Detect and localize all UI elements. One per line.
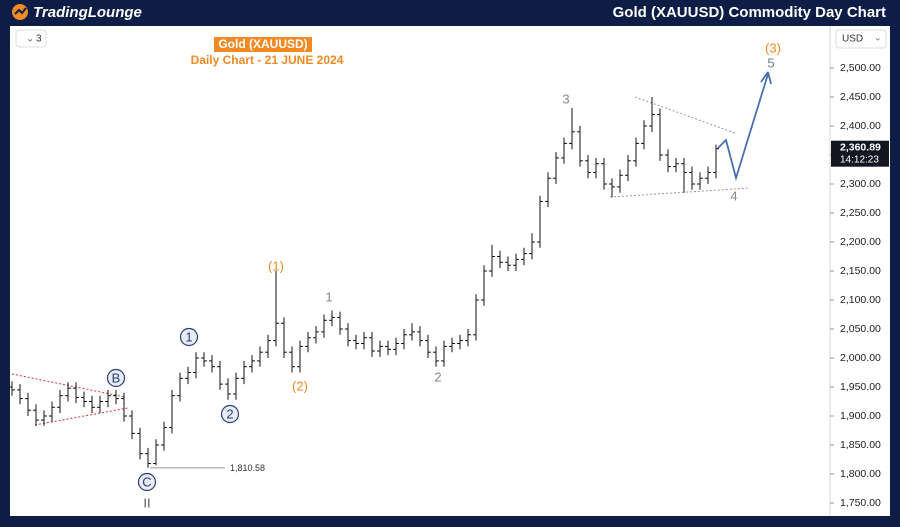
wave-label: 1 [325,289,332,304]
wave-label: (3) [765,40,781,55]
y-tick-label: 2,400.00 [840,120,881,132]
wave-circle [220,404,240,424]
countdown: 14:12:23 [840,154,879,165]
y-tick-label: 2,000.00 [840,352,881,364]
y-tick-label: 2,500.00 [840,62,881,74]
plot-area [10,26,890,516]
y-tick-label: 2,050.00 [840,323,881,335]
y-tick-label: 1,950.00 [840,381,881,393]
y-tick-label: 2,100.00 [840,294,881,306]
wave-label: 1 [185,329,192,344]
y-tick-label: 2,450.00 [840,91,881,103]
y-tick-label: 1,750.00 [840,497,881,509]
y-tick-label: 2,200.00 [840,236,881,248]
header-bar [0,0,900,24]
brand: TradingLounge [33,4,142,21]
trendline [609,187,751,198]
projection-path [717,73,769,182]
chart-title: Gold (XAUUSD) [218,37,307,51]
y-tick-label: 1,850.00 [840,439,881,451]
chart-subtitle: Daily Chart - 21 JUNE 2024 [191,53,344,67]
last-price: 2,360.89 [840,141,881,153]
interval: 3 [36,34,42,45]
wave-label: 2 [434,369,441,384]
wave-label: C [142,474,151,489]
y-tick-label: 2,300.00 [840,178,881,190]
projection-arrowhead [760,71,772,85]
interval-icon: ⌄ [26,34,34,45]
wave-label: (1) [268,258,284,273]
low-marker-label: 1,810.58 [230,463,265,473]
interval-chip[interactable] [15,29,47,48]
wave-label: (2) [292,378,308,393]
header-title: Gold (XAUUSD) Commodity Day Chart [613,4,886,21]
wave-label: 3 [562,91,569,106]
currency: USD [842,34,863,45]
wave-circle [106,368,126,388]
wave-label: 2 [226,406,233,421]
wave-circle [137,472,157,492]
currency-select[interactable] [835,29,887,49]
y-tick-label: 1,800.00 [840,468,881,480]
wave-label: B [112,370,121,385]
dropdown-arrow: ⌄ [874,32,882,42]
wave-label: 5 [767,55,774,70]
wave-label: 4 [730,188,737,203]
y-tick-label: 2,150.00 [840,265,881,277]
wave-label: II [143,495,150,510]
logo-mark [14,7,27,15]
y-tick-label: 2,250.00 [840,207,881,219]
wave-circle [179,327,199,347]
last-price-box [831,140,889,167]
title-box [214,37,312,52]
y-tick-label: 1,900.00 [840,410,881,422]
